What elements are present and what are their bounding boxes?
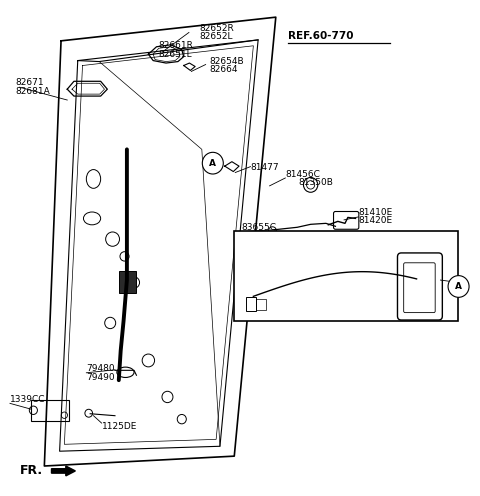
Text: 83665C: 83665C: [241, 231, 276, 240]
Text: 81471F: 81471F: [296, 296, 330, 305]
Text: A: A: [209, 159, 216, 168]
Bar: [32, 400, 69, 421]
FancyArrow shape: [51, 466, 75, 476]
Text: 82661R: 82661R: [159, 41, 194, 50]
Text: 83655C: 83655C: [241, 223, 276, 232]
Text: 81420E: 81420E: [359, 216, 393, 225]
Text: 81473E: 81473E: [245, 271, 279, 280]
Bar: [234, 231, 457, 321]
Text: 82654B: 82654B: [209, 57, 244, 66]
Text: 82651L: 82651L: [159, 50, 192, 59]
Circle shape: [202, 152, 223, 174]
Text: 79480: 79480: [86, 365, 115, 373]
Text: 82652L: 82652L: [199, 32, 233, 41]
Circle shape: [448, 276, 469, 297]
Bar: [246, 297, 256, 311]
Text: REF.60-770: REF.60-770: [288, 31, 353, 41]
Text: 81477: 81477: [251, 163, 279, 172]
Text: 79490: 79490: [86, 372, 115, 382]
Text: FR.: FR.: [20, 464, 43, 478]
Text: 82664: 82664: [209, 65, 238, 74]
Text: 81350B: 81350B: [298, 178, 333, 187]
Text: 82681A: 82681A: [16, 87, 50, 96]
Text: 81483A: 81483A: [245, 279, 279, 288]
Text: 81410E: 81410E: [359, 208, 393, 217]
Text: 1339CC: 1339CC: [10, 395, 46, 404]
Text: 1125DE: 1125DE: [102, 422, 137, 431]
Text: 82671: 82671: [16, 78, 44, 87]
Bar: [256, 299, 266, 310]
Text: A: A: [455, 282, 462, 291]
Text: 81456C: 81456C: [285, 170, 320, 179]
Bar: [119, 271, 136, 293]
Text: 82652R: 82652R: [199, 24, 234, 33]
